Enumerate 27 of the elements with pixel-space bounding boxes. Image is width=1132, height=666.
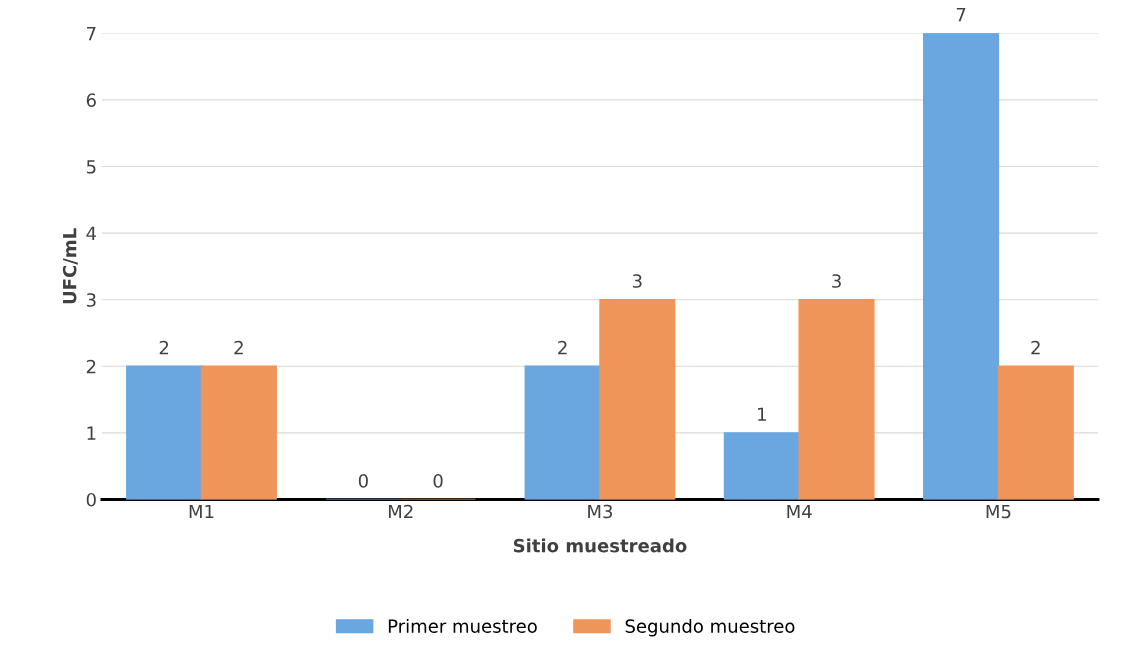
- data-label: 1: [758, 407, 766, 421]
- x-tick-label: M1: [189, 504, 214, 519]
- y-tick-label: 4: [86, 226, 97, 240]
- data-label: 0: [358, 474, 368, 488]
- data-label: 3: [632, 274, 642, 288]
- x-tick-label: M5: [986, 504, 1011, 519]
- y-tick-label: 3: [86, 293, 96, 307]
- data-label: 2: [558, 340, 567, 355]
- y-tick-label: 1: [87, 426, 96, 440]
- data-label: 7: [956, 8, 966, 22]
- y-tick-label: 0: [86, 492, 96, 507]
- y-tick-label: 6: [86, 93, 96, 108]
- data-label: 2: [159, 340, 169, 355]
- y-tick-label: 7: [87, 27, 96, 41]
- x-axis-title: Sitio muestreado: [513, 538, 687, 553]
- y-axis-title: UFC/mL: [62, 228, 78, 304]
- x-tick-label: M4: [787, 504, 812, 519]
- data-label: 2: [1031, 340, 1040, 355]
- data-label: 2: [234, 340, 243, 355]
- data-label: 0: [433, 474, 443, 488]
- legend-label: Segundo muestreo: [625, 618, 795, 637]
- y-tick-label: 5: [86, 160, 96, 174]
- x-tick-label: M3: [588, 504, 613, 519]
- data-label: 3: [832, 274, 841, 288]
- x-tick-label: M2: [388, 504, 413, 519]
- legend-label: Primer muestreo: [388, 618, 537, 633]
- y-tick-label: 2: [86, 359, 96, 374]
